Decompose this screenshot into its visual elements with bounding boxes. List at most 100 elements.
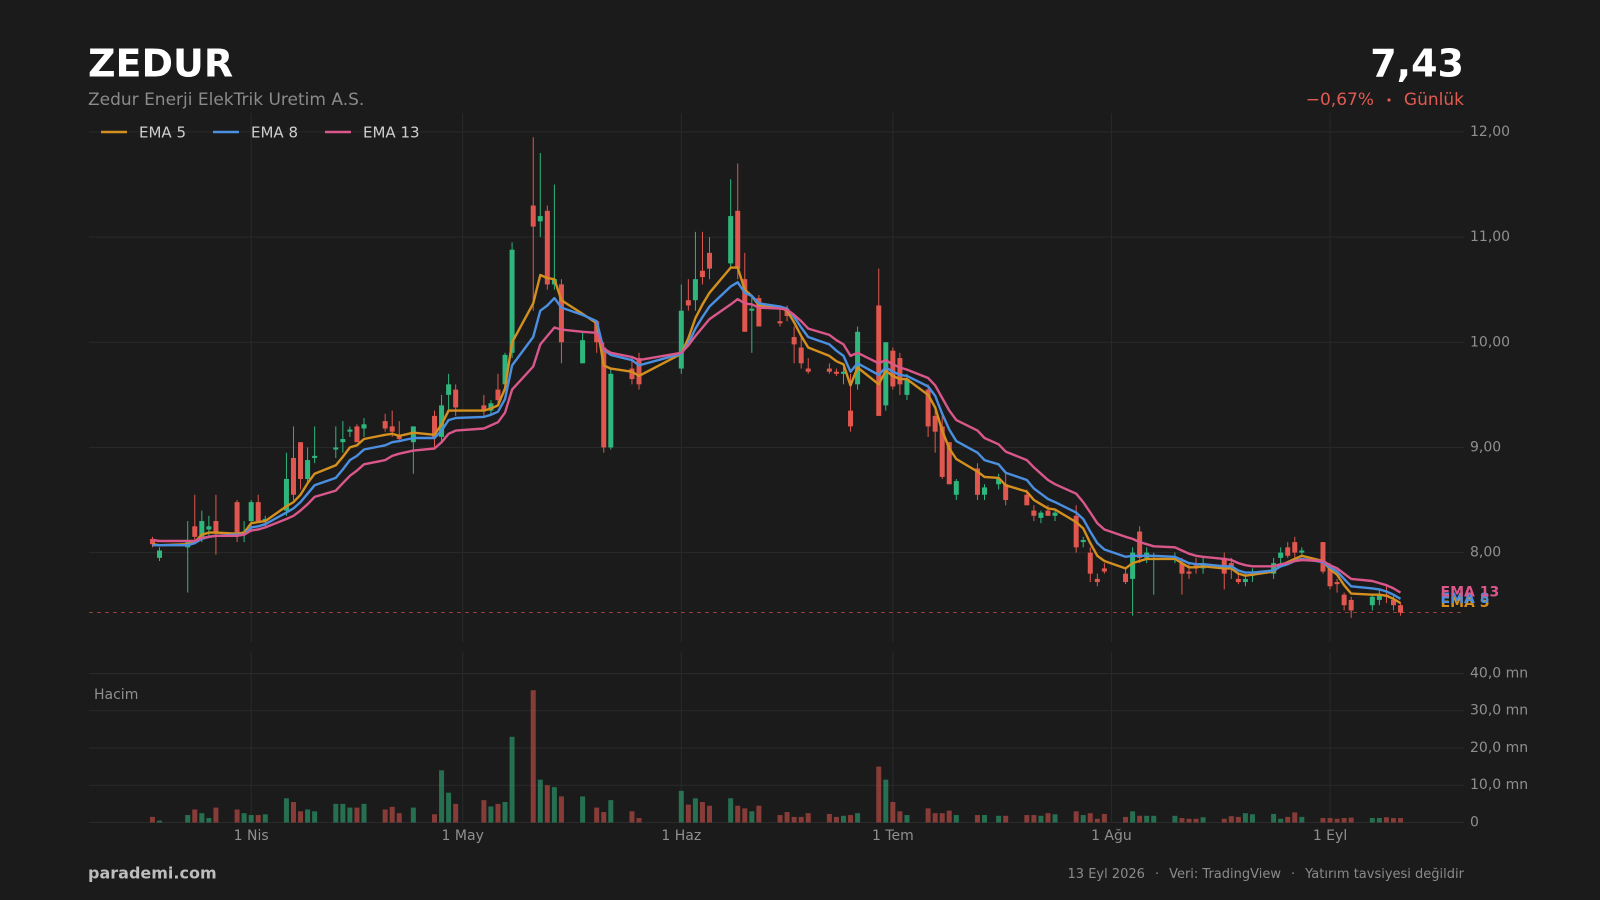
candle-body xyxy=(784,310,790,316)
candle-body xyxy=(883,342,889,406)
volume-bar xyxy=(1031,815,1037,823)
candle-body xyxy=(777,321,783,324)
volume-bar xyxy=(1186,818,1192,823)
volume-bar xyxy=(1383,817,1389,823)
volume-bar xyxy=(904,815,910,823)
volume-bar xyxy=(756,805,762,823)
volume-bar xyxy=(1327,818,1333,823)
volume-bar xyxy=(1193,818,1199,823)
candle-body xyxy=(1320,542,1326,572)
candle-body xyxy=(382,421,388,429)
volume-bar xyxy=(678,790,684,823)
volume-bar xyxy=(833,816,839,823)
candle-body xyxy=(1123,573,1129,583)
legend-label: EMA 13 xyxy=(363,124,420,142)
volume-bar xyxy=(1376,818,1382,823)
candle-body xyxy=(848,410,854,427)
x-tick-label: 1 Ağu xyxy=(1091,828,1132,844)
candle-body xyxy=(939,426,945,477)
candle-body xyxy=(798,347,804,364)
candle-body xyxy=(1031,510,1037,516)
volume-bar xyxy=(1285,816,1291,823)
candle-body xyxy=(213,521,219,534)
candle-body xyxy=(544,210,550,285)
x-tick-label: 1 May xyxy=(442,828,484,844)
volume-bar xyxy=(481,800,487,823)
volume-bar xyxy=(629,811,635,823)
candle-body xyxy=(749,308,755,311)
candle-body xyxy=(1285,547,1291,556)
volume-bar xyxy=(1228,816,1234,823)
symbol: ZEDUR xyxy=(88,42,233,86)
volume-bar xyxy=(354,807,360,823)
candle-body xyxy=(192,526,198,537)
volume-bar xyxy=(1299,816,1305,823)
volume-bar xyxy=(728,798,734,823)
candle-body xyxy=(255,502,261,522)
volume-bar xyxy=(805,813,811,823)
candle-body xyxy=(855,331,861,385)
candle-body xyxy=(347,429,353,432)
volume-bar xyxy=(685,804,691,823)
volume-bar xyxy=(1172,815,1178,823)
volume-bar xyxy=(1094,818,1100,823)
candle-body xyxy=(333,447,339,450)
volume-bar xyxy=(389,806,395,823)
volume-bar xyxy=(974,815,980,823)
candle-body xyxy=(1080,539,1086,543)
candle-body xyxy=(1242,578,1248,583)
volume-bar xyxy=(157,820,163,823)
candle-body xyxy=(1398,605,1404,613)
volume-bar xyxy=(883,779,889,823)
candle-body xyxy=(932,415,938,432)
volume-bar xyxy=(939,813,945,823)
candle-body xyxy=(502,354,508,385)
candle-body xyxy=(1235,578,1241,583)
candle-body xyxy=(1299,550,1305,553)
volume-bar xyxy=(1123,816,1129,823)
candle-body xyxy=(1003,484,1009,501)
candle-body xyxy=(1137,531,1143,558)
candle-body xyxy=(1179,563,1185,574)
candle-body xyxy=(1186,571,1192,574)
candle-body xyxy=(897,358,903,385)
volume-bar xyxy=(1052,814,1058,823)
plot-area: 1 Nis 1 May 1 Haz 1 Tem 1 Ağu 1 Eyl 8,00 9,00 10… xyxy=(89,113,1528,844)
candle-body xyxy=(692,279,698,301)
volume-bar xyxy=(1130,811,1136,823)
volume-bar xyxy=(1080,815,1086,823)
candle-body xyxy=(1130,552,1136,579)
volume-bar xyxy=(1221,818,1227,823)
candle-body xyxy=(1271,563,1277,574)
volume-bar xyxy=(1320,818,1326,823)
last-price: 7,43 xyxy=(1370,42,1464,86)
candle-body xyxy=(283,478,289,511)
volume-bar xyxy=(777,815,783,823)
volume-bar xyxy=(1348,817,1354,823)
candle-body xyxy=(1101,568,1107,572)
volume-bar xyxy=(192,809,198,823)
volume-bar xyxy=(798,816,804,823)
volume-bar xyxy=(742,808,748,823)
volume-bar xyxy=(312,811,318,823)
volume-bar xyxy=(580,796,586,823)
candle-body xyxy=(495,389,501,401)
volume-bar xyxy=(290,802,296,823)
candle-body xyxy=(537,216,543,222)
candle-body xyxy=(629,368,635,380)
footer-separator: · xyxy=(1291,867,1295,882)
volume-bar xyxy=(608,800,614,823)
volume-bar xyxy=(333,803,339,823)
volume-tick-label: 10,0 mn xyxy=(1470,777,1528,793)
volume-bar xyxy=(558,796,564,823)
candle-body xyxy=(410,426,416,443)
volume-bar xyxy=(826,813,832,823)
volume-bar xyxy=(1144,815,1150,823)
volume-bar xyxy=(1179,818,1185,823)
volume-bar xyxy=(502,802,508,823)
candle-body xyxy=(996,478,1002,485)
candle-body xyxy=(1038,512,1044,518)
volume-bar xyxy=(262,814,268,823)
candle-body xyxy=(530,205,536,227)
candle-body xyxy=(1292,542,1298,553)
